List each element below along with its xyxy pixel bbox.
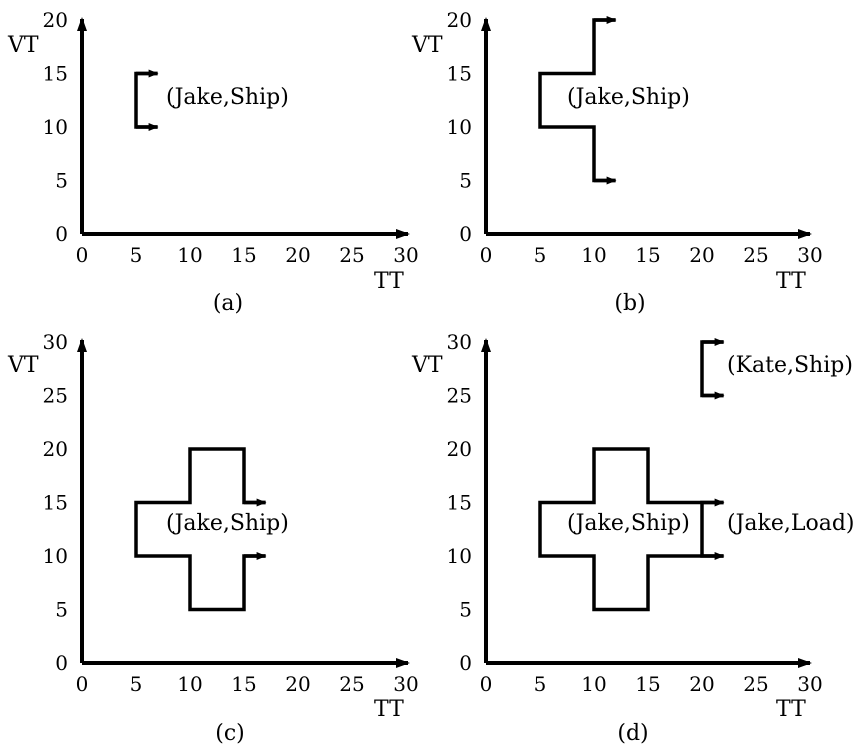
panel-c-y-tick-label: 5	[55, 598, 68, 622]
panel-a-y-tick-label: 15	[43, 62, 68, 86]
panel-d-y-tick-label: 25	[447, 384, 472, 408]
panel-a-y-tick-label: 0	[55, 222, 68, 246]
panel-d-caption: (d)	[617, 721, 648, 746]
panel-a-y-tick-label: 5	[55, 169, 68, 193]
panel-c-x-tick-label: 30	[393, 672, 418, 696]
panel-d: VT TT (d) (Kate,Ship) (Jake,Ship) (Jake,Lo…	[411, 330, 855, 746]
panel-c: VT TT (c) (Jake,Ship) 0 5 10 15 20 25 30 0 5 10 15…	[7, 330, 419, 746]
panel-d-boundary-line	[700, 500, 724, 558]
panel-d-x-axis-label: TT	[776, 697, 806, 722]
panel-c-y-tick-label: 10	[43, 544, 68, 568]
panel-b-y-axis-label: VT	[411, 33, 443, 58]
panel-b-y-tick-label: 15	[447, 62, 472, 86]
panel-b-boundary-line	[538, 18, 616, 183]
panel-d-x-tick-label: 25	[743, 672, 768, 696]
panel-a-y-tick-label: 10	[43, 115, 68, 139]
panel-d-y-tick-label: 15	[447, 491, 472, 515]
panel-d-x-tick-label: 15	[635, 672, 660, 696]
panel-a-caption: (a)	[213, 291, 243, 316]
panel-c-x-tick-label: 0	[76, 672, 89, 696]
panel-b-x-axis-label: TT	[776, 269, 806, 294]
panel-d-shapes: (Kate,Ship) (Jake,Ship) (Jake,Load)	[538, 338, 855, 612]
panel-c-x-tick-label: 5	[130, 672, 143, 696]
panel-c-y-tick-label: 25	[43, 384, 68, 408]
panel-c-y-tick-label: 20	[43, 437, 68, 461]
panel-d-y-tick-label: 0	[459, 651, 472, 675]
panel-d-x-tick-label: 20	[689, 672, 714, 696]
panel-a: VT TT (a) (Jake,Ship) 0 5 10 15 20 25 30 0 5 10 15…	[7, 8, 419, 316]
panel-a-x-tick-label: 30	[393, 243, 418, 267]
panel-d-x-tick-label: 0	[480, 672, 493, 696]
panel-b-x-tick-label: 15	[635, 243, 660, 267]
panel-d-x-tick-label: 10	[581, 672, 606, 696]
panel-b-y-tick-label: 10	[447, 115, 472, 139]
panel-b-shapes: (Jake,Ship)	[538, 16, 690, 185]
panel-d-boundary-line	[700, 340, 724, 398]
panel-a-region-label: (Jake,Ship)	[166, 85, 289, 110]
panel-b-x-tick-label: 30	[797, 243, 822, 267]
panel-d-y-tick-label: 10	[447, 544, 472, 568]
panel-d-y-tick-label: 20	[447, 437, 472, 461]
panel-a-x-tick-label: 25	[339, 243, 364, 267]
panel-b-x-tick-label: 20	[689, 243, 714, 267]
panel-c-y-tick-label: 15	[43, 491, 68, 515]
panel-a-x-tick-label: 5	[130, 243, 143, 267]
panel-b-region-label: (Jake,Ship)	[567, 85, 690, 110]
panel-d-y-axis-label: VT	[411, 353, 443, 378]
panel-b-x-tick-label: 25	[743, 243, 768, 267]
panel-a-x-axis-label: TT	[374, 269, 404, 294]
panel-c-x-tick-label: 25	[339, 672, 364, 696]
panel-c-x-tick-label: 15	[231, 672, 256, 696]
panel-b-x-tick-label: 10	[581, 243, 606, 267]
panel-c-caption: (c)	[215, 721, 245, 746]
panel-a-x-tick-label: 20	[285, 243, 310, 267]
panel-b-caption: (b)	[614, 291, 645, 316]
panel-c-shapes: (Jake,Ship)	[134, 447, 289, 612]
panel-a-y-axis-label: VT	[7, 33, 39, 58]
panel-b: VT TT (b) (Jake,Ship) 0 5 10 15 20 25 30 0 5 10 15…	[411, 8, 823, 316]
panel-d-y-tick-label: 5	[459, 598, 472, 622]
panel-d-region-label: (Kate,Ship)	[727, 353, 853, 378]
panel-c-x-tick-label: 10	[177, 672, 202, 696]
panel-c-x-axis-label: TT	[374, 697, 404, 722]
panel-c-x-tick-label: 20	[285, 672, 310, 696]
panel-a-shapes: (Jake,Ship)	[134, 69, 289, 131]
panel-c-y-axis-label: VT	[7, 353, 39, 378]
panel-a-x-tick-label: 10	[177, 243, 202, 267]
panel-b-x-tick-label: 0	[480, 243, 493, 267]
panel-d-y-tick-label: 30	[447, 330, 472, 354]
panel-c-y-tick-label: 30	[43, 330, 68, 354]
panel-d-boundary-line	[538, 447, 702, 612]
panel-d-region-label: (Jake,Ship)	[567, 511, 690, 536]
panel-c-y-tick-label: 0	[55, 651, 68, 675]
panel-b-y-tick-label: 20	[447, 8, 472, 32]
panel-c-region-label: (Jake,Ship)	[166, 511, 289, 536]
panel-a-boundary-line	[134, 71, 158, 129]
panel-a-x-tick-label: 0	[76, 243, 89, 267]
panel-b-y-tick-label: 5	[459, 169, 472, 193]
panel-d-x-tick-label: 30	[797, 672, 822, 696]
panel-c-boundary-line	[134, 447, 266, 612]
panel-a-x-tick-label: 15	[231, 243, 256, 267]
panel-b-x-tick-label: 5	[534, 243, 547, 267]
panel-a-y-tick-label: 20	[43, 8, 68, 32]
panel-d-region-label: (Jake,Load)	[727, 511, 855, 536]
panel-d-x-tick-label: 5	[534, 672, 547, 696]
panel-b-y-tick-label: 0	[459, 222, 472, 246]
